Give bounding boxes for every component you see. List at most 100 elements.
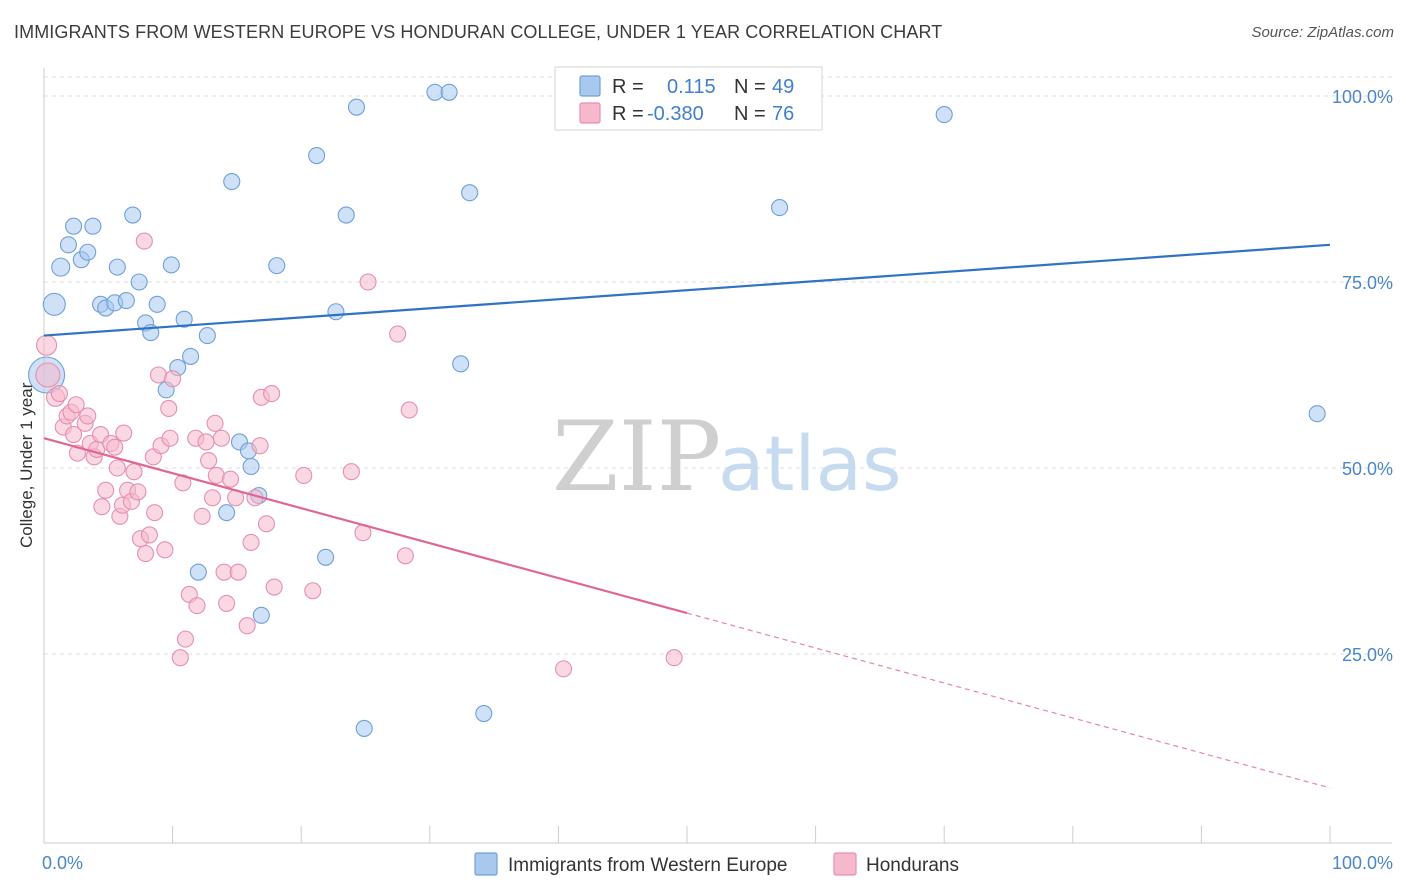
trend-layer <box>43 243 1331 789</box>
point-western-europe <box>79 243 97 261</box>
chart-title: IMMIGRANTS FROM WESTERN EUROPE VS HONDUR… <box>14 22 943 42</box>
point-hondurans <box>295 466 313 484</box>
point-western-europe <box>1308 405 1326 423</box>
point-western-europe <box>771 199 789 217</box>
point-western-europe <box>65 217 83 235</box>
point-hondurans <box>389 325 407 343</box>
point-hondurans <box>203 489 222 507</box>
legend-r-label-1: R = <box>612 76 644 98</box>
point-hondurans <box>197 433 215 451</box>
point-western-europe <box>475 704 493 723</box>
point-western-europe <box>148 295 166 313</box>
bottom-legend-swatch-pink <box>833 852 857 876</box>
point-hondurans <box>257 515 276 533</box>
watermark-zip: ZIP <box>552 401 721 513</box>
point-hondurans <box>242 533 260 551</box>
point-western-europe <box>218 504 236 522</box>
point-hondurans <box>251 437 269 455</box>
point-hondurans <box>218 594 236 612</box>
point-hondurans <box>156 541 174 559</box>
tick-labels: 25.0% 50.0% 75.0% 100.0% 0.0% 100.0% <box>42 87 1393 873</box>
legend-n-label-1: N = <box>734 76 766 98</box>
point-hondurans <box>342 463 360 481</box>
point-western-europe <box>198 327 216 345</box>
point-hondurans <box>140 526 159 544</box>
point-western-europe <box>327 303 345 321</box>
point-hondurans <box>554 660 573 678</box>
point-hondurans <box>50 385 68 403</box>
point-hondurans <box>212 429 231 447</box>
x-tick-label: 100.0% <box>1332 853 1393 873</box>
point-hondurans <box>93 498 111 516</box>
point-western-europe <box>130 273 148 291</box>
point-hondurans <box>193 507 211 525</box>
point-western-europe <box>124 206 142 224</box>
point-western-europe <box>84 217 102 235</box>
axes-layer <box>43 68 1392 844</box>
point-western-europe <box>252 606 270 624</box>
grid-layer <box>44 76 1392 655</box>
point-hondurans <box>129 483 147 501</box>
point-hondurans <box>97 481 115 499</box>
bottom-legend-label-pink: Hondurans <box>866 855 959 876</box>
watermark-atlas: atlas <box>718 419 902 508</box>
x-tick-label: 0.0% <box>42 853 83 873</box>
y-tick-label: 100.0% <box>1332 87 1393 107</box>
point-western-europe <box>189 563 207 581</box>
y-tick-label: 50.0% <box>1342 459 1393 479</box>
point-hondurans <box>176 630 195 648</box>
point-western-europe <box>268 257 286 275</box>
point-western-europe <box>42 292 66 316</box>
point-hondurans <box>65 425 83 444</box>
point-hondurans <box>207 466 225 484</box>
point-hondurans <box>229 563 247 581</box>
point-hondurans <box>135 232 153 250</box>
point-hondurans <box>125 463 143 481</box>
point-western-europe <box>162 256 180 274</box>
point-western-europe <box>355 719 373 737</box>
point-western-europe <box>935 106 953 124</box>
point-hondurans <box>263 385 281 403</box>
legend-r-label-2: R = <box>612 103 644 125</box>
point-western-europe <box>461 184 479 202</box>
point-hondurans <box>221 470 240 488</box>
point-hondurans <box>35 362 61 388</box>
y-tick-label: 25.0% <box>1342 645 1393 665</box>
legend-swatch-pink <box>579 102 601 124</box>
point-hondurans <box>115 424 133 442</box>
point-hondurans <box>206 414 224 432</box>
legend-n-label-2: N = <box>734 103 766 125</box>
point-hondurans <box>171 649 189 667</box>
point-hondurans <box>238 617 256 635</box>
point-hondurans <box>304 582 322 600</box>
point-western-europe <box>223 173 241 191</box>
point-hondurans <box>188 597 206 615</box>
point-hondurans <box>67 396 85 414</box>
point-hondurans <box>164 370 182 388</box>
point-western-europe <box>108 258 126 276</box>
points-layer <box>28 76 1326 737</box>
point-hondurans <box>359 273 377 291</box>
point-western-europe <box>337 206 355 224</box>
bottom-legend: Immigrants from Western Europe Hondurans <box>474 852 959 876</box>
bottom-legend-label-blue: Immigrants from Western Europe <box>508 855 787 876</box>
point-western-europe <box>440 83 458 101</box>
trendline-western-europe <box>43 243 1331 337</box>
point-hondurans <box>146 504 164 522</box>
point-hondurans <box>106 438 124 456</box>
point-hondurans <box>137 545 155 563</box>
point-hondurans <box>200 452 218 470</box>
point-western-europe <box>117 292 135 310</box>
legend-r-value-2: -0.380 <box>647 103 704 125</box>
point-western-europe <box>59 236 77 254</box>
point-western-europe <box>347 98 366 116</box>
watermark: ZIP atlas <box>552 401 902 513</box>
point-hondurans <box>265 578 283 596</box>
point-western-europe <box>308 146 326 165</box>
legend-n-value-2: 76 <box>772 103 794 125</box>
stats-legend: R = 0.115 N = 49 R = -0.380 N = 76 <box>554 66 823 131</box>
chart-source: Source: ZipAtlas.com <box>1251 24 1394 41</box>
legend-swatch-blue <box>579 75 601 97</box>
trendline-hondurans-extension <box>686 612 1331 789</box>
